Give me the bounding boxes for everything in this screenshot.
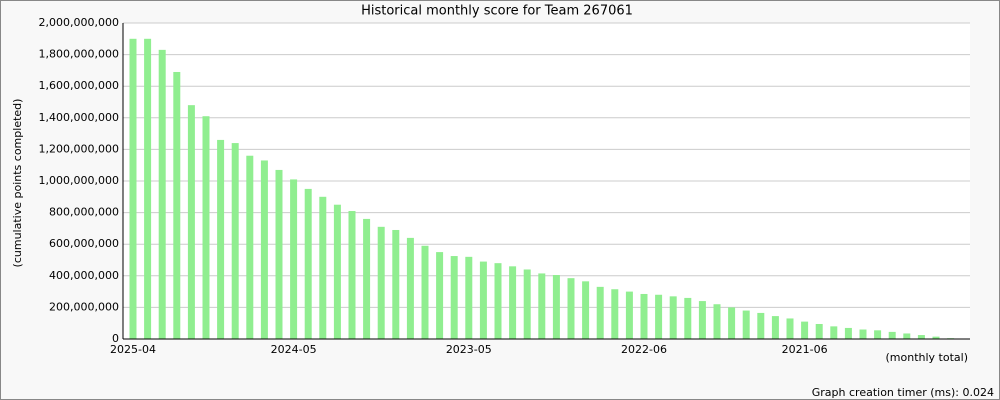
bar <box>290 179 298 339</box>
bar <box>830 326 838 339</box>
bar <box>552 275 560 339</box>
y-tick-label: 0 <box>112 332 119 345</box>
bar <box>494 263 502 339</box>
bar <box>304 188 312 339</box>
bar <box>436 252 444 339</box>
bar <box>406 237 414 339</box>
y-tick-label: 1,400,000,000 <box>39 111 119 124</box>
y-axis-label: (cumulative points completed) <box>11 99 24 268</box>
bar <box>669 296 677 339</box>
bar <box>582 281 590 339</box>
bar <box>655 294 663 339</box>
bar <box>874 330 882 339</box>
bar <box>859 329 867 339</box>
bar <box>801 321 809 339</box>
bar <box>786 318 794 339</box>
bar <box>275 169 283 339</box>
x-tick-label: 2024-05 <box>271 343 317 356</box>
bar <box>231 143 239 339</box>
y-tick-label: 2,000,000,000 <box>39 16 119 29</box>
bar <box>319 196 327 339</box>
x-tick-label: 2022-06 <box>621 343 667 356</box>
bar <box>815 323 823 339</box>
bar <box>450 256 458 339</box>
bar <box>348 211 356 339</box>
bar <box>333 204 341 339</box>
y-tick-label: 400,000,000 <box>49 269 119 282</box>
bar <box>684 297 692 339</box>
bar <box>844 327 852 339</box>
bar <box>538 273 546 339</box>
y-tick-label: 600,000,000 <box>49 237 119 250</box>
x-tick-label: 2021-06 <box>782 343 828 356</box>
x-axis-label: (monthly total) <box>886 351 969 364</box>
y-tick-label: 1,800,000,000 <box>39 48 119 61</box>
x-tick-label: 2025-04 <box>110 343 156 356</box>
y-tick-label: 1,600,000,000 <box>39 79 119 92</box>
y-tick-label: 200,000,000 <box>49 300 119 313</box>
y-tick-label: 1,200,000,000 <box>39 142 119 155</box>
bar <box>421 245 429 339</box>
bar <box>917 335 925 339</box>
bar <box>202 116 210 339</box>
bar <box>217 139 225 339</box>
bar <box>567 278 575 339</box>
bar <box>465 256 473 339</box>
bar <box>173 71 181 339</box>
bar <box>903 333 911 339</box>
bar <box>640 293 648 339</box>
bar <box>523 269 531 339</box>
bar <box>611 289 619 339</box>
bar <box>698 301 706 339</box>
chart-title: Historical monthly score for Team 267061 <box>361 4 633 19</box>
bar <box>742 310 750 339</box>
bar <box>728 307 736 339</box>
bar <box>158 49 166 340</box>
bar <box>625 291 633 339</box>
bar <box>479 261 487 339</box>
bar <box>246 155 254 339</box>
bar <box>713 304 721 339</box>
bar <box>932 336 940 339</box>
bar <box>596 286 604 339</box>
bar <box>187 105 195 339</box>
y-tick-label: 1,000,000,000 <box>39 174 119 187</box>
bar <box>260 160 268 339</box>
x-tick-label: 2023-05 <box>446 343 492 356</box>
bar <box>144 38 152 340</box>
bar <box>377 226 385 339</box>
bar <box>757 312 765 339</box>
bar <box>392 229 400 339</box>
y-tick-label: 800,000,000 <box>49 206 119 219</box>
footer: Graph creation timer (ms): 0.024 <box>812 386 994 399</box>
bar <box>888 331 896 339</box>
bar <box>129 38 137 340</box>
bar <box>509 266 517 339</box>
bar <box>363 218 371 339</box>
bar <box>771 316 779 339</box>
